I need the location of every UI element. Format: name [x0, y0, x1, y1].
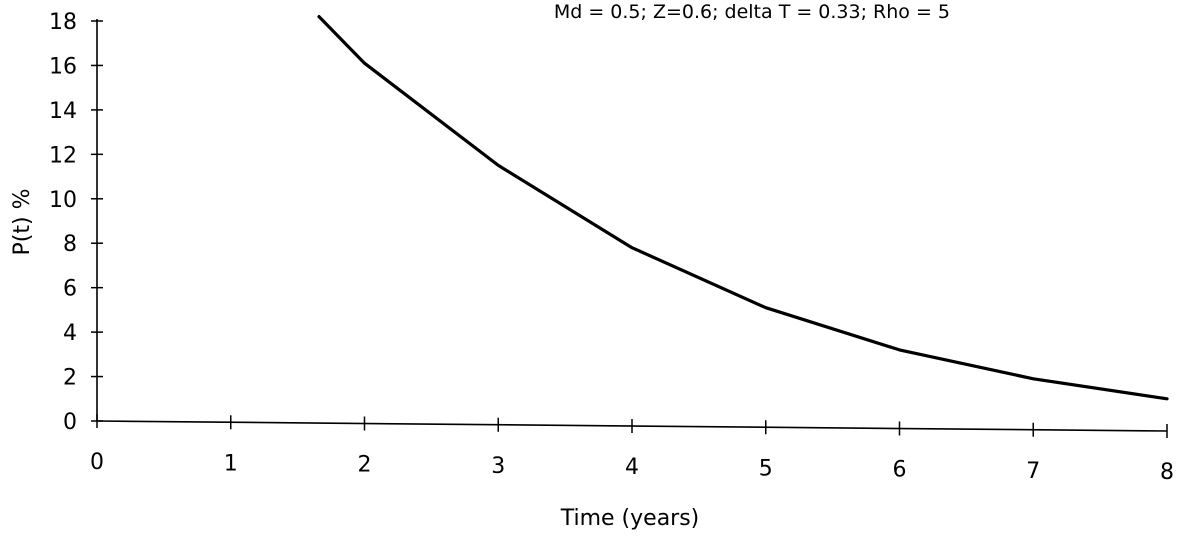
x-tick-label: 5 — [759, 456, 773, 481]
y-tick-label: 14 — [49, 99, 77, 124]
y-tick-label: 4 — [63, 321, 77, 346]
x-tick-label: 3 — [491, 454, 505, 479]
x-tick-label: 6 — [893, 458, 907, 483]
chart-subtitle: Md = 0.5; Z=0.6; delta T = 0.33; Rho = 5 — [554, 1, 950, 23]
y-tick-label: 18 — [49, 10, 77, 35]
x-tick-label: 0 — [90, 450, 104, 475]
x-tick-label: 4 — [625, 455, 639, 480]
x-axis-title: Time (years) — [560, 506, 700, 531]
y-tick-label: 10 — [49, 188, 77, 213]
y-tick-label: 12 — [49, 143, 77, 168]
series-layer — [317, 15, 1169, 401]
series-line — [317, 15, 1169, 401]
y-tick-label: 6 — [63, 277, 77, 302]
y-tick-label: 0 — [63, 410, 77, 435]
x-tick-label: 1 — [224, 451, 238, 476]
x-tick-label: 2 — [358, 453, 372, 478]
x-tick-label: 8 — [1160, 460, 1174, 485]
x-tick-label: 7 — [1026, 459, 1040, 484]
y-tick-label: 16 — [49, 54, 77, 79]
y-tick-label: 2 — [63, 366, 77, 391]
y-tick-label: 8 — [63, 232, 77, 257]
y-axis-title: P(t) % — [10, 189, 35, 256]
